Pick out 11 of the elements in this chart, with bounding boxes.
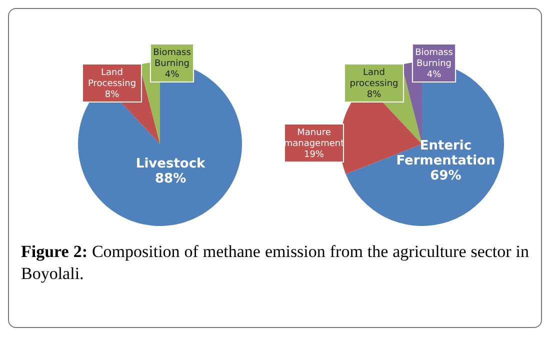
data-label: 69%: [430, 168, 462, 184]
data-label: 4%: [426, 70, 442, 80]
slice-label: Livestock: [136, 156, 206, 172]
slice-label: Biomass Burning: [153, 48, 192, 69]
slice-label: Enteric Fermentation: [396, 138, 496, 169]
caption: Figure 2: Composition of methane emission from the agriculture sector in Boyolali.: [20, 241, 530, 285]
slice-label: Biomass Burning: [415, 48, 454, 69]
slice-label: Manure management: [284, 128, 345, 149]
data-label: 19%: [304, 150, 324, 160]
data-label: 4%: [164, 70, 180, 80]
data-label: 88%: [155, 172, 186, 187]
